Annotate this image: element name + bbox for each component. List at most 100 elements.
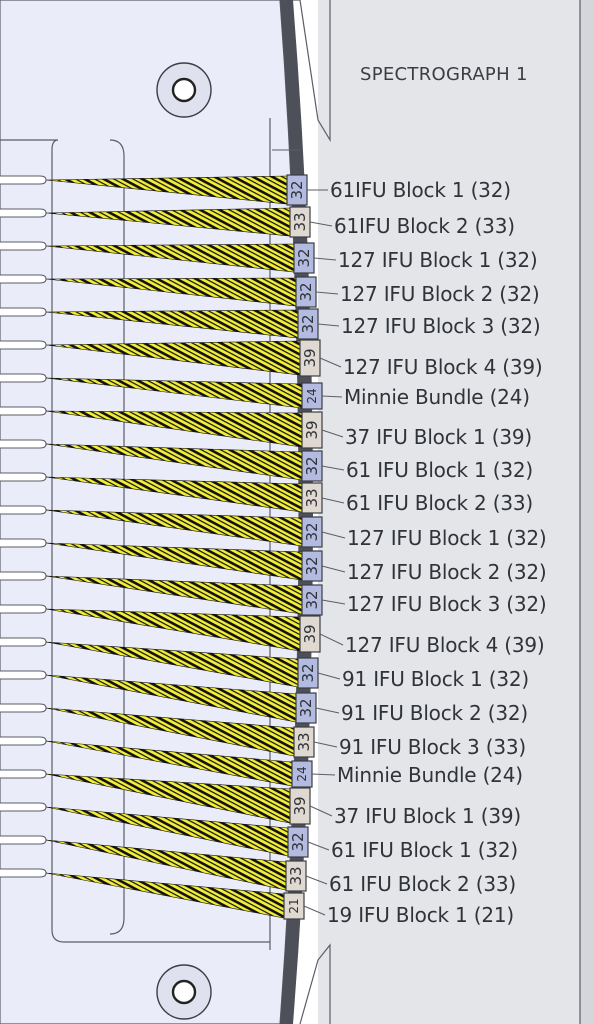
- count-box-number: 32: [288, 180, 306, 199]
- mounting-hole-top: [156, 62, 212, 118]
- label-tick: [321, 465, 345, 471]
- block-label: 61 IFU Block 1 (32): [331, 838, 518, 862]
- count-box-number: 21: [287, 898, 301, 913]
- count-box-number: 39: [301, 348, 319, 367]
- fiber-slot: [0, 802, 47, 812]
- fiber-slot: [0, 307, 47, 317]
- count-box-number: 32: [303, 590, 321, 609]
- fiber-slot: [0, 769, 47, 779]
- right-panel: [318, 0, 593, 1024]
- fiber-slot: [0, 208, 47, 218]
- block-label: 127 IFU Block 4 (39): [345, 633, 545, 657]
- block-label: 61IFU Block 2 (33): [334, 214, 515, 238]
- fiber-slot: [0, 439, 47, 449]
- label-ticks: [303, 189, 346, 916]
- label-tick: [317, 672, 341, 680]
- panel-outline-bottom: [299, 943, 331, 1024]
- fiber-slot: [0, 538, 47, 548]
- count-box-number: 32: [297, 698, 315, 717]
- fiber-slot: [0, 571, 47, 581]
- label-tick: [315, 707, 340, 714]
- count-box-number: 32: [303, 556, 321, 575]
- label-tick: [321, 565, 346, 573]
- count-boxes: 32 33 32 32 32 39 24 39 32 33 32 32 32 39 32 32 33 24 39 32…: [283, 174, 323, 920]
- block-label: 19 IFU Block 1 (21): [327, 903, 514, 927]
- count-box-number: 33: [291, 212, 309, 231]
- count-box-number: 32: [299, 314, 317, 333]
- block-label: 127 IFU Block 2 (32): [347, 560, 547, 584]
- fiber-slot: [0, 736, 47, 746]
- count-box-number: 33: [295, 732, 313, 751]
- label-tick: [313, 257, 337, 261]
- count-box-number: 32: [295, 248, 313, 267]
- block-label: 127 IFU Block 3 (32): [347, 592, 547, 616]
- count-box-number: 32: [303, 522, 321, 541]
- label-tick: [307, 841, 330, 851]
- fiber-slot: [0, 406, 47, 416]
- fiber-slot: [0, 472, 47, 482]
- panel-outline: [293, 0, 331, 143]
- block-label: 61 IFU Block 1 (32): [346, 458, 533, 482]
- label-tick: [321, 531, 346, 539]
- label-tick: [303, 905, 326, 916]
- panel-right-edge: [580, 0, 593, 1024]
- label-tick: [321, 395, 343, 398]
- fiber-slot: [0, 505, 47, 515]
- block-label: 37 IFU Block 1 (39): [345, 425, 532, 449]
- inner-frame-2: [109, 139, 125, 935]
- fiber-slot: [0, 274, 47, 284]
- mounting-hole-bottom: [156, 964, 212, 1020]
- count-box-number: 33: [287, 866, 305, 885]
- count-box-number: 24: [295, 766, 309, 781]
- fiber-slot: [0, 670, 47, 680]
- block-label: 127 IFU Block 2 (32): [340, 282, 540, 306]
- block-label: 127 IFU Block 3 (32): [341, 314, 541, 338]
- fiber-slot: [0, 373, 47, 383]
- fiber-slots: [0, 175, 47, 878]
- label-tick: [309, 805, 333, 817]
- fiber-slot: [0, 340, 47, 350]
- fiber-slot: [0, 175, 47, 185]
- block-label: 61 IFU Block 2 (33): [346, 491, 533, 515]
- fiber-slot: [0, 835, 47, 845]
- label-tick: [319, 357, 342, 368]
- label-tick: [321, 429, 344, 438]
- block-label: 127 IFU Block 4 (39): [343, 355, 543, 379]
- block-label: 91 IFU Block 3 (33): [339, 735, 526, 759]
- count-box-number: 39: [301, 624, 319, 643]
- label-tick: [311, 773, 336, 776]
- label-tick: [315, 291, 339, 295]
- label-tick: [313, 741, 338, 748]
- fiber-slot: [0, 868, 47, 878]
- label-tick: [317, 323, 340, 327]
- block-label: Minnie Bundle (24): [337, 763, 523, 787]
- label-tick: [319, 633, 344, 646]
- label-tick: [321, 497, 345, 504]
- count-box-number: 32: [297, 282, 315, 301]
- block-label: 91 IFU Block 2 (32): [341, 701, 528, 725]
- block-label: 127 IFU Block 1 (32): [347, 526, 547, 550]
- count-box-number: 32: [303, 456, 321, 475]
- block-label: 61 IFU Block 2 (33): [329, 872, 516, 896]
- label-tick: [305, 875, 328, 885]
- count-box-number: 39: [303, 420, 321, 439]
- fiber-slot: [0, 703, 47, 713]
- label-tick: [309, 221, 333, 227]
- spectrograph-title: SPECTROGRAPH 1: [360, 64, 528, 85]
- count-box-number: 39: [291, 796, 309, 815]
- count-box-number: 32: [289, 832, 307, 851]
- fiber-slot: [0, 604, 47, 614]
- inner-frame: [0, 139, 270, 943]
- count-box-number: 32: [299, 663, 317, 682]
- block-label: 37 IFU Block 1 (39): [334, 804, 521, 828]
- count-box-number: 24: [305, 388, 319, 403]
- count-box-number: 33: [303, 488, 321, 507]
- label-tick: [321, 599, 346, 605]
- fiber-slot: [0, 241, 47, 251]
- block-label: 127 IFU Block 1 (32): [338, 248, 538, 272]
- block-label: Minnie Bundle (24): [344, 385, 530, 409]
- block-label: 91 IFU Block 1 (32): [342, 667, 529, 691]
- block-label: 61IFU Block 1 (32): [330, 178, 511, 202]
